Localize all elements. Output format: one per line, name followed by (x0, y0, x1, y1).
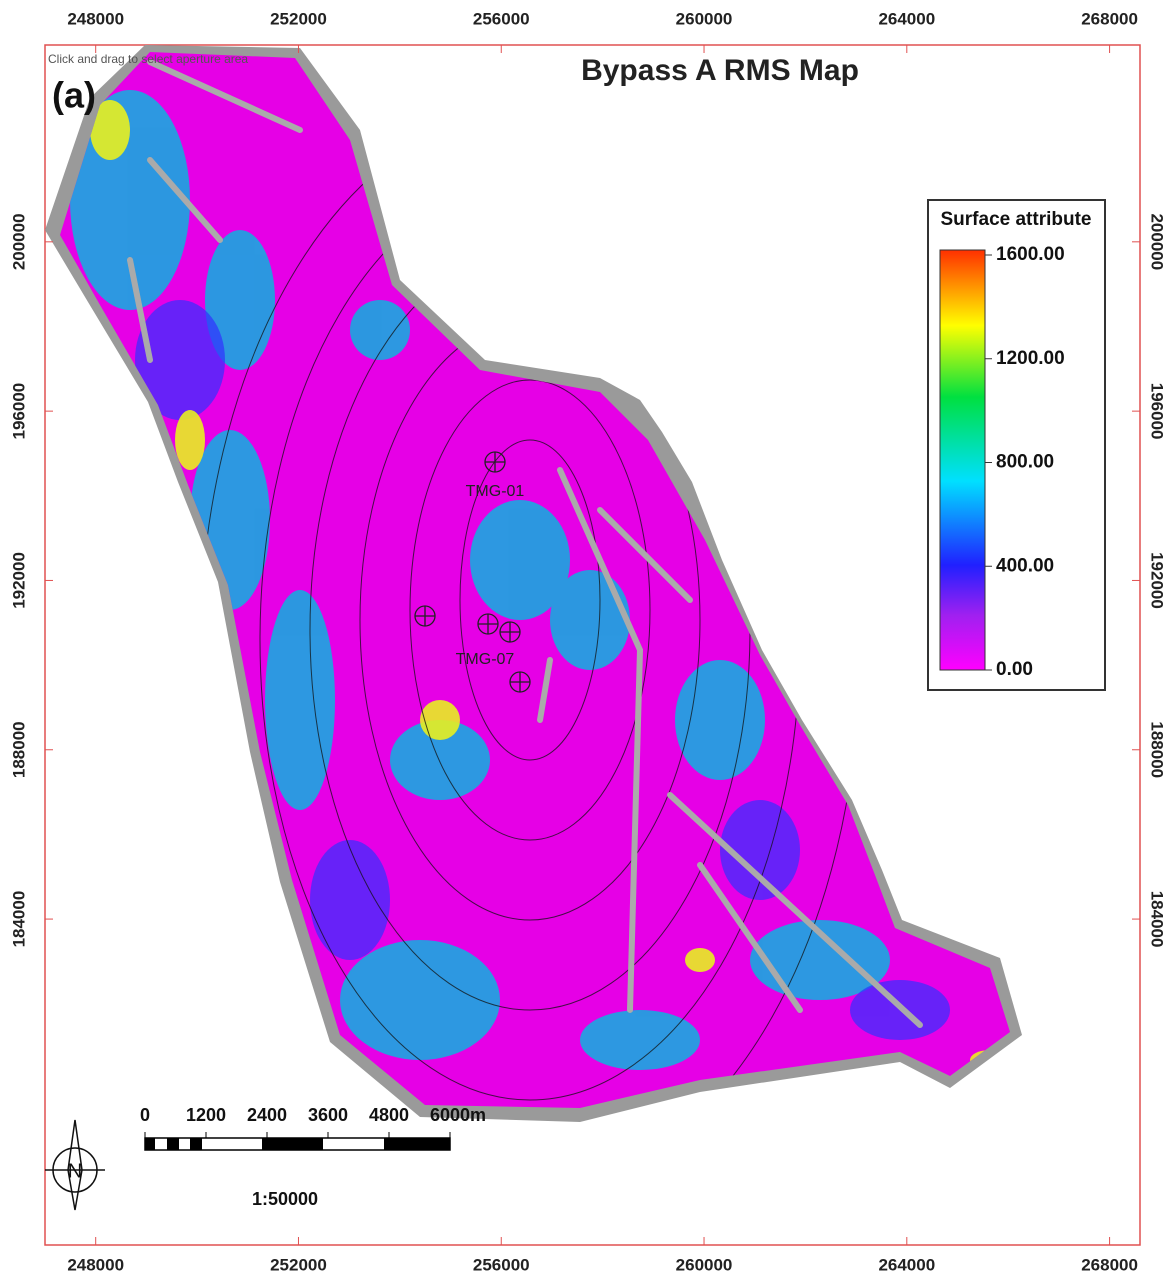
well-label: TMG-07 (456, 651, 515, 668)
colorbar (940, 250, 985, 670)
y-tick-label: 188000 (1148, 721, 1167, 778)
colorbar-tick-label: 400.00 (996, 555, 1054, 576)
colorbar-tick-label: 800.00 (996, 452, 1054, 473)
scale-tick-label: 0 (140, 1105, 150, 1125)
scale-tick-label: 3600 (308, 1105, 348, 1125)
x-tick-label: 268000 (1081, 1255, 1138, 1274)
x-tick-label: 252000 (270, 9, 327, 28)
y-tick-label: 196000 (1148, 383, 1167, 440)
colorbar-title: Surface attribute (941, 209, 1092, 230)
colorbar-tick-label: 0.00 (996, 659, 1033, 680)
x-tick-label: 260000 (676, 9, 733, 28)
y-tick-label: 188000 (9, 721, 28, 778)
y-tick-label: 184000 (9, 891, 28, 948)
panel-label: (a) (52, 75, 96, 116)
x-tick-label: 248000 (67, 1255, 124, 1274)
x-tick-label: 252000 (270, 1255, 327, 1274)
x-tick-label: 268000 (1081, 9, 1138, 28)
map: TMG-01 TMG-07 Click and drag to select a… (0, 0, 1174, 1281)
svg-text:N: N (68, 1160, 82, 1182)
x-tick-label: 256000 (473, 9, 530, 28)
x-tick-label: 256000 (473, 1255, 530, 1274)
scale-tick-label: 6000m (430, 1105, 486, 1125)
well-label: TMG-01 (466, 483, 525, 500)
colorbar-tick-label: 1600.00 (996, 244, 1065, 265)
x-tick-label: 248000 (67, 9, 124, 28)
scale-tick-label: 4800 (369, 1105, 409, 1125)
hint-text: Click and drag to select aperture area (48, 52, 248, 66)
page: TMG-01 TMG-07 Click and drag to select a… (0, 0, 1174, 1286)
scale-tick-label: 1200 (186, 1105, 226, 1125)
x-tick-label: 264000 (878, 1255, 935, 1274)
x-tick-label: 264000 (878, 9, 935, 28)
y-tick-label: 200000 (9, 213, 28, 270)
y-tick-label: 184000 (1148, 891, 1167, 948)
scale-tick-label: 2400 (247, 1105, 287, 1125)
y-tick-label: 192000 (1148, 552, 1167, 609)
scale-ratio: 1:50000 (252, 1189, 318, 1209)
y-tick-label: 200000 (1148, 213, 1167, 270)
y-tick-label: 196000 (9, 383, 28, 440)
map-title: Bypass A RMS Map (581, 54, 859, 87)
scale-bar (145, 1138, 450, 1150)
colorbar-tick-label: 1200.00 (996, 348, 1065, 369)
x-tick-label: 260000 (676, 1255, 733, 1274)
y-tick-label: 192000 (9, 552, 28, 609)
